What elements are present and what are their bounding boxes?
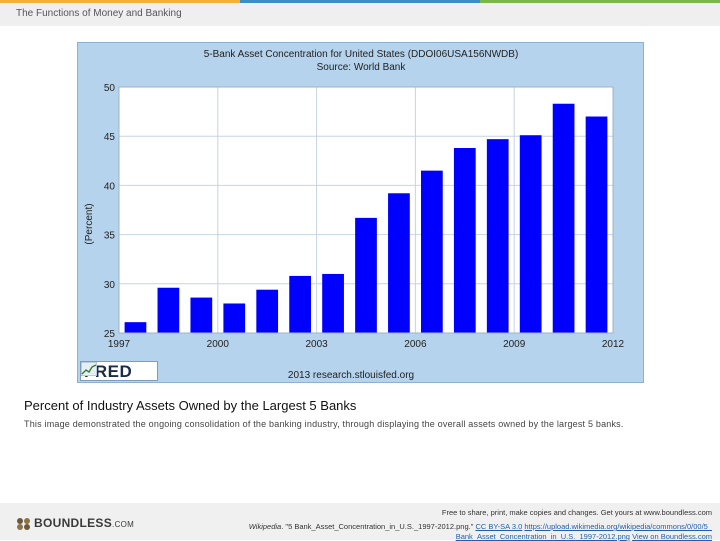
fred-logo: FRED — [80, 361, 158, 381]
boundless-brand-suffix: .COM — [112, 520, 135, 529]
accent-stripe-blue — [240, 0, 480, 3]
y-tick-label: 35 — [104, 231, 116, 242]
bar-chart: 5-Bank Asset Concentration for United St… — [84, 49, 625, 381]
footer: BOUNDLESS.COM Free to share, print, make… — [0, 503, 720, 541]
plot-area: 25 30 35 40 45 50 1997 2000 2003 2006 2009 2012 — [104, 83, 625, 350]
bar-2000 — [223, 303, 246, 333]
source-url-link-cont[interactable]: Bank_Asset_Concentration_in_U.S._1997-20… — [455, 532, 630, 541]
boundless-wordmark: BOUNDLESS.COM — [34, 516, 134, 530]
y-tick-label: 40 — [104, 181, 116, 192]
attribution-file: . "5 Bank_Asset_Concentration_in_U.S._19… — [281, 522, 474, 531]
x-tick-label: 2012 — [602, 339, 625, 350]
bar-2003 — [322, 273, 344, 333]
chart-subtitle: Source: World Bank — [317, 62, 407, 73]
y-tick-label: 45 — [104, 132, 116, 143]
chart-title: 5-Bank Asset Concentration for United St… — [204, 49, 519, 60]
caption-description: This image demonstrated the ongoing cons… — [24, 419, 624, 429]
x-tick-label: 2003 — [305, 339, 328, 350]
bar-2001 — [256, 289, 279, 333]
boundless-brand: BOUNDLESS — [34, 516, 113, 530]
bar-1997 — [124, 322, 147, 333]
page-title: The Functions of Money and Banking — [16, 8, 182, 19]
x-tick-label: 2000 — [207, 339, 230, 350]
license-link[interactable]: CC BY-SA 3.0 — [475, 522, 523, 531]
bar-2007 — [453, 148, 476, 333]
x-tick-label: 2009 — [503, 339, 526, 350]
view-on-boundless-link[interactable]: View on Boundless.com — [632, 532, 712, 541]
bar-2002 — [289, 275, 312, 333]
x-tick-label: 1997 — [108, 339, 131, 350]
chart-frame: 5-Bank Asset Concentration for United St… — [77, 42, 644, 383]
top-bar: The Functions of Money and Banking — [0, 0, 720, 26]
y-tick-label: 50 — [104, 83, 116, 94]
bar-2011 — [585, 116, 608, 334]
bar-1999 — [190, 297, 213, 333]
x-tick-label: 2006 — [404, 339, 427, 350]
caption-title: Percent of Industry Assets Owned by the … — [24, 398, 357, 413]
share-notice: Free to share, print, make copies and ch… — [441, 508, 712, 517]
boundless-logo-icon — [17, 518, 30, 530]
bar-1998 — [157, 287, 180, 333]
chart-footer: 2013 research.stlouisfed.org — [288, 370, 414, 381]
y-tick-label: 30 — [104, 280, 116, 291]
y-tick-label: 25 — [104, 329, 116, 340]
accent-stripe-green — [480, 0, 720, 3]
line-graph-icon — [81, 362, 97, 376]
source-url-link[interactable]: https://upload.wikimedia.org/wikipedia/c… — [524, 522, 712, 531]
attribution-line: Wikipedia. "5 Bank_Asset_Concentration_i… — [249, 522, 712, 531]
bar-2005 — [388, 193, 410, 333]
accent-stripe-orange — [0, 0, 240, 3]
plot-border — [118, 86, 614, 334]
bar-2010 — [552, 103, 575, 333]
attribution-source: Wikipedia — [248, 522, 282, 531]
bar-2009 — [519, 135, 542, 333]
bar-2006 — [420, 170, 443, 333]
y-axis-label: (Percent) — [84, 203, 95, 244]
attribution-line-2: Bank_Asset_Concentration_in_U.S._1997-20… — [456, 532, 712, 541]
bar-2004 — [355, 217, 377, 333]
bar-2008 — [486, 139, 509, 333]
